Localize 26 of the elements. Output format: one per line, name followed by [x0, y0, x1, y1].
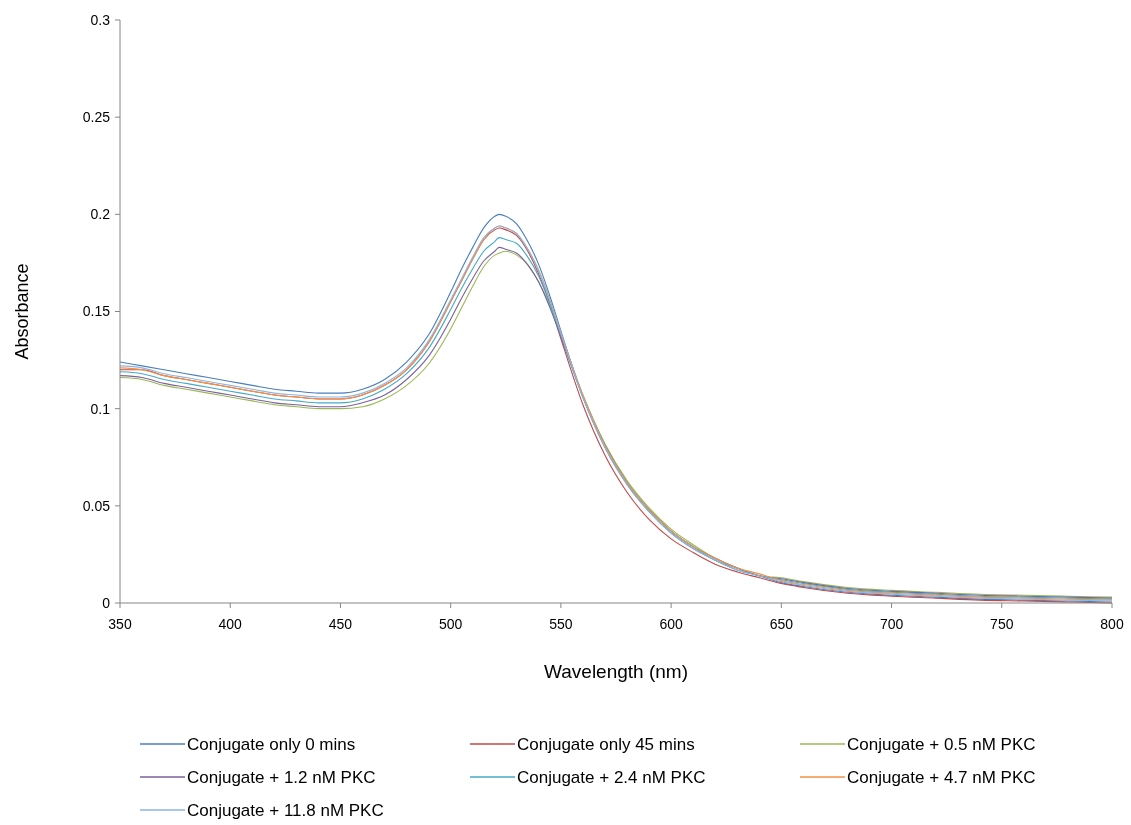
- y-axis-title: Absorbance: [12, 263, 32, 360]
- y-tick-label: 0.15: [82, 303, 111, 320]
- x-tick-label: 500: [438, 616, 463, 632]
- x-tick-label: 350: [108, 616, 132, 632]
- legend-label: Conjugate only 45 mins: [517, 734, 695, 754]
- x-tick-label: 800: [1100, 616, 1124, 632]
- x-tick-label: 450: [328, 616, 353, 632]
- y-tick-label: 0.3: [90, 11, 111, 28]
- legend-label: Conjugate + 0.5 nM PKC: [847, 734, 1036, 754]
- x-tick-label: 700: [879, 616, 904, 632]
- y-tick-label: 0.2: [90, 206, 111, 223]
- y-tick-label: 0.25: [82, 109, 111, 126]
- x-axis-title: Wavelength (nm): [544, 661, 688, 682]
- y-tick-label: 0.05: [82, 497, 111, 514]
- y-tick-label: 0: [102, 594, 111, 611]
- x-tick-label: 750: [990, 616, 1014, 632]
- legend-label: Conjugate only 0 mins: [187, 734, 356, 754]
- x-tick-label: 550: [549, 616, 573, 632]
- y-tick-label: 0.1: [90, 400, 111, 417]
- legend-label: Conjugate + 4.7 nM PKC: [847, 767, 1036, 787]
- x-tick-label: 400: [218, 616, 243, 632]
- x-tick-label: 650: [769, 616, 794, 632]
- x-tick-label: 600: [659, 616, 683, 632]
- legend-label: Conjugate + 1.2 nM PKC: [187, 767, 376, 787]
- legend-label: Conjugate + 2.4 nM PKC: [517, 767, 706, 787]
- legend-label: Conjugate + 11.8 nM PKC: [187, 800, 384, 820]
